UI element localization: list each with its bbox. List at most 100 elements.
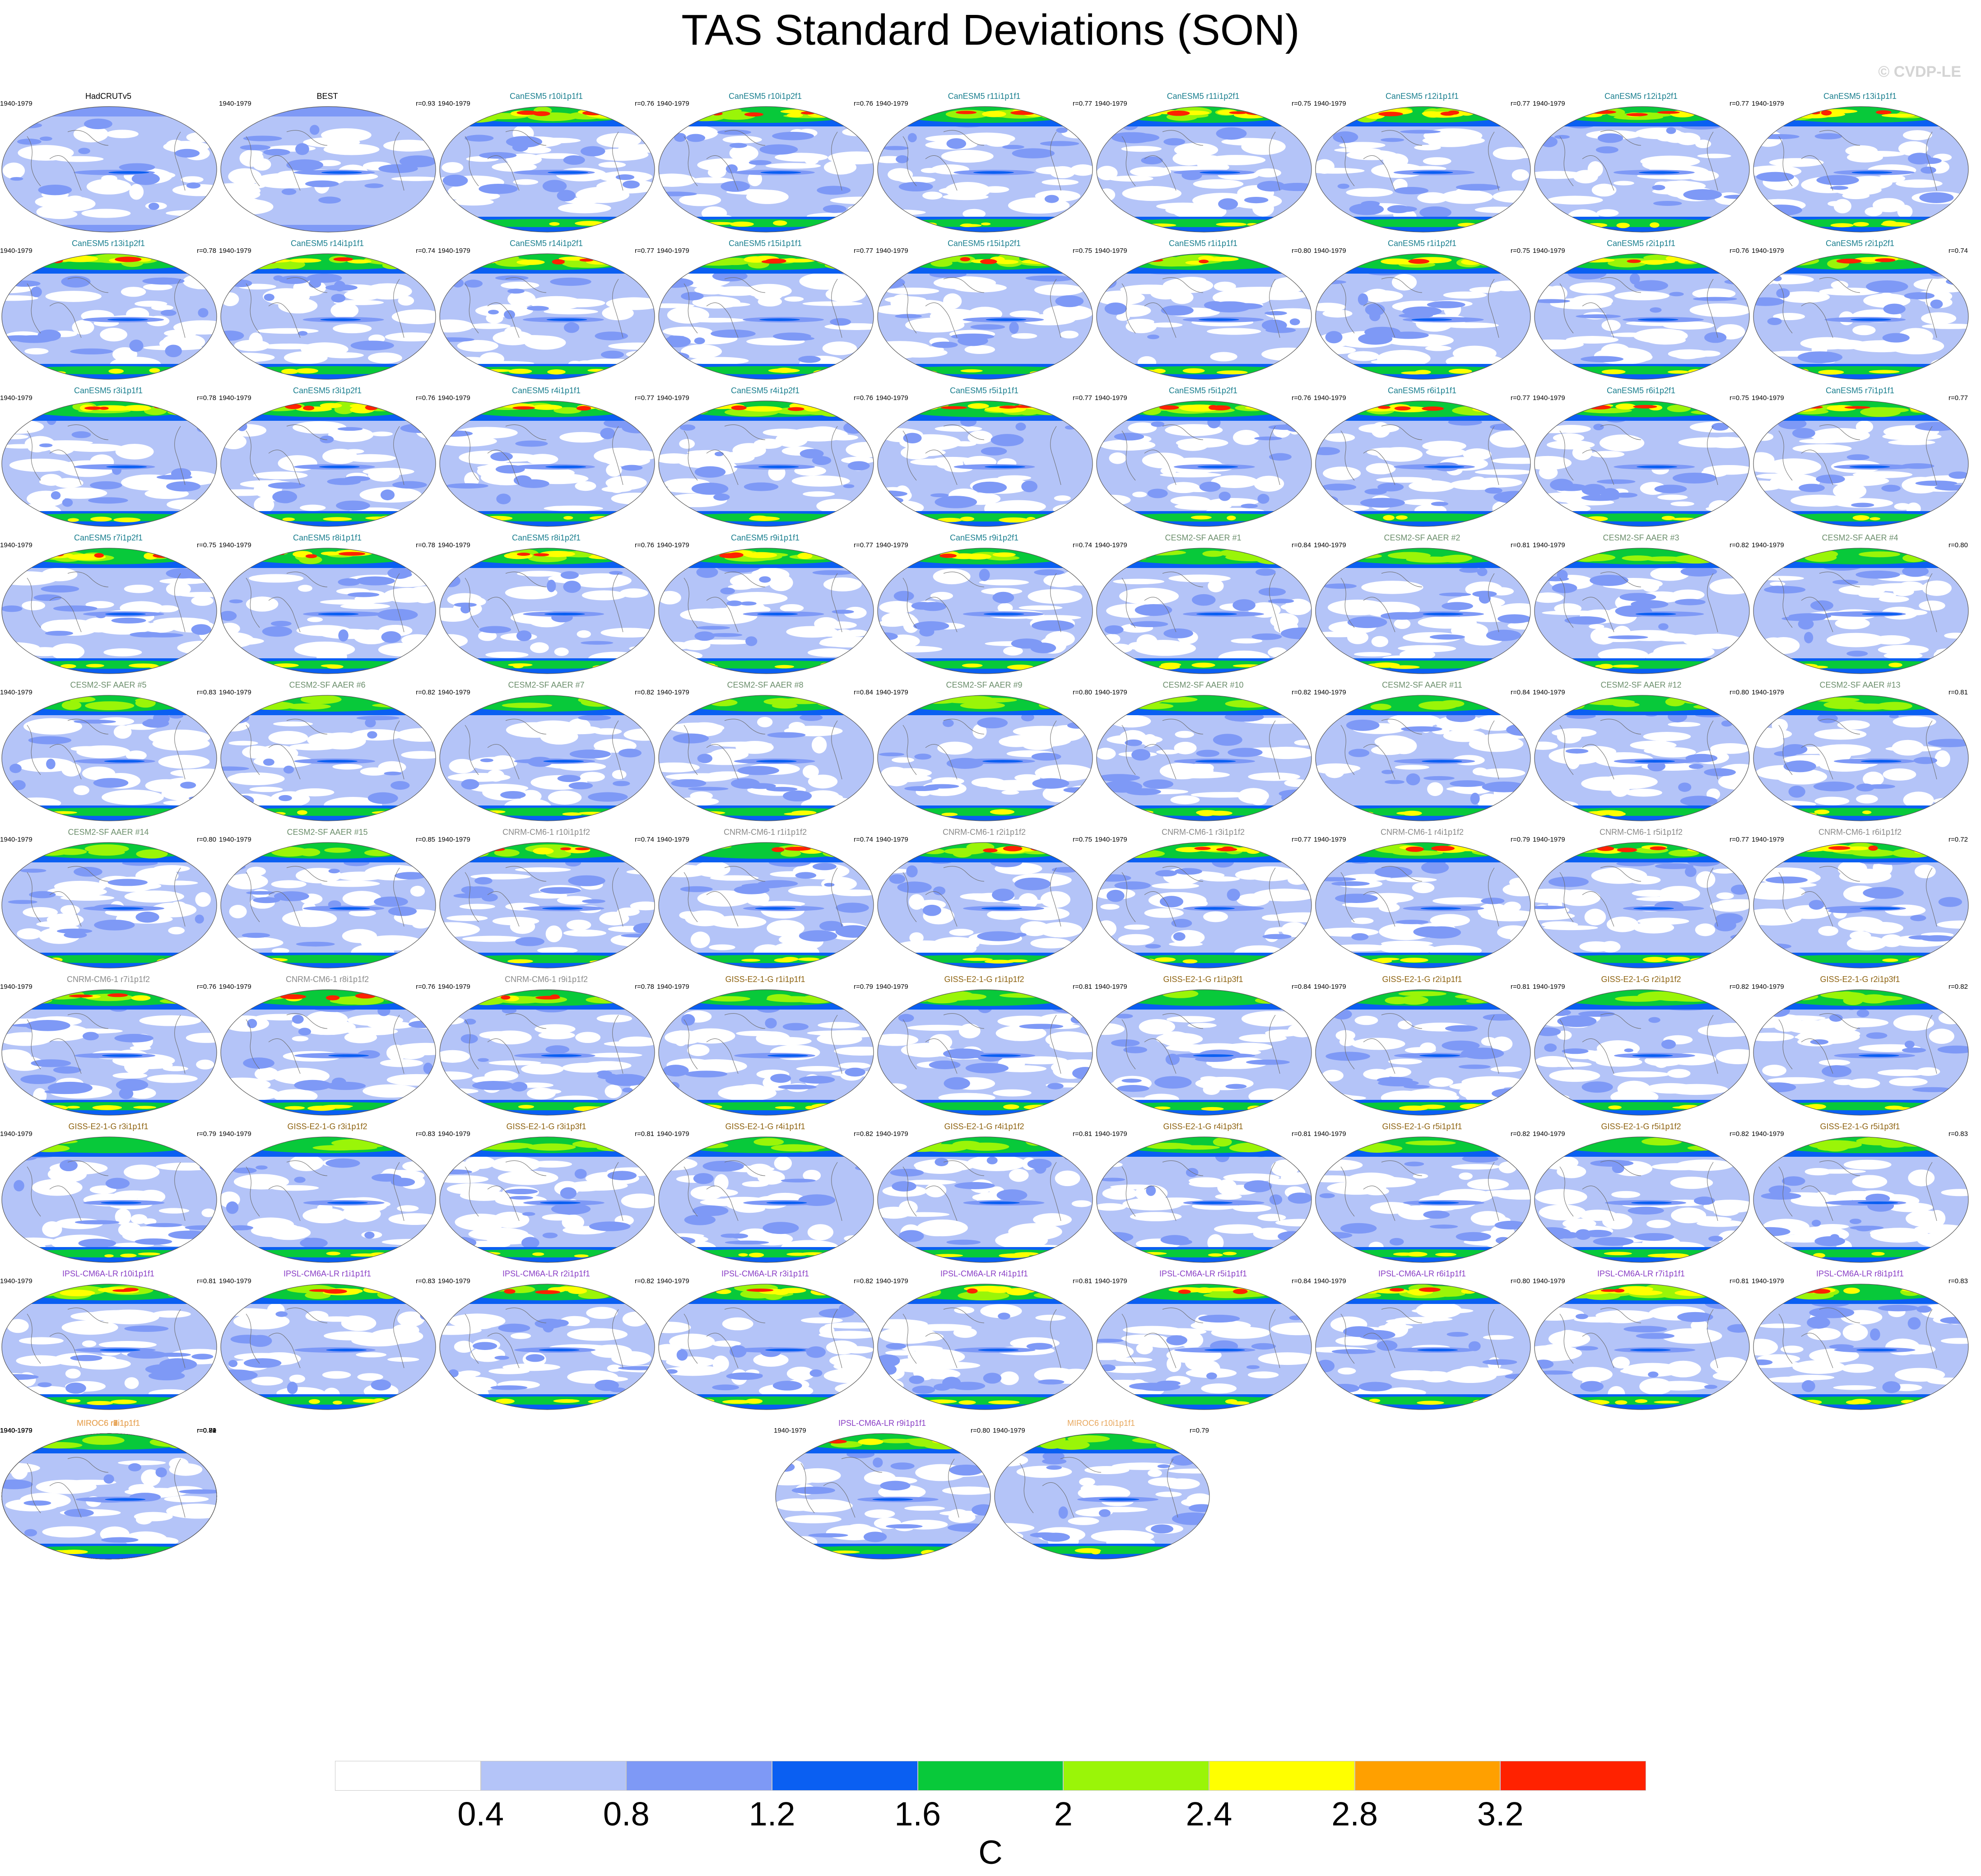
map-panel: 1940-1979 MIROC6 r10i1p1f1 r=0.79 [993, 1414, 1212, 1561]
coastlines [902, 572, 1061, 633]
coastlines [27, 424, 186, 485]
panel-period-label: 1940-1979 [0, 1427, 33, 1434]
globe-map [658, 842, 874, 968]
map-panel: 1940-1979 CanESM5 r10i1p2f1 r=0.76 [657, 87, 876, 234]
panel-period-label: 1940-1979 [0, 1427, 33, 1434]
panel-period-label: 1940-1979 [1095, 689, 1127, 696]
panel-title: MIROC6 r4i1p1f1 [76, 1419, 140, 1428]
globe-map [658, 989, 874, 1116]
panel-period-label: 1940-1979 [1533, 100, 1565, 107]
map-panel: 1940-1979 CanESM5 r1i1p2f1 r=0.75 [1314, 234, 1533, 381]
globe-map [1315, 106, 1531, 233]
panel-correlation: r=0.77 [1511, 394, 1530, 402]
panel-title: CanESM5 r6i1p1f1 [1387, 386, 1457, 395]
panel-correlation: r=0.82 [1730, 541, 1749, 549]
panel-correlation: r=0.82 [635, 689, 654, 696]
panel-title: CanESM5 r14i1p2f1 [509, 239, 583, 248]
panel-period-label: 1940-1979 [438, 394, 470, 402]
colorbar-tick-label: 2 [1054, 1795, 1073, 1833]
map-panel: 1940-1979 CNRM-CM6-1 r10i1p1f2 r=0.74 [438, 823, 657, 970]
panel-correlation: r=0.77 [1730, 100, 1749, 107]
panel-title: GISS-E2-1-G r3i1p3f1 [506, 1122, 586, 1131]
globe-map [439, 842, 655, 968]
globe-map [1534, 1284, 1750, 1410]
map-panel: 1940-1979 GISS-E2-1-G r3i1p1f1 r=0.79 [0, 1117, 219, 1264]
panel-period-label: 1940-1979 [657, 247, 689, 255]
coastlines [902, 130, 1061, 191]
coastlines [1559, 866, 1718, 927]
colorbar-swatch [772, 1761, 918, 1791]
map-panel: 1940-1979 CESM2-SF AAER #8 r=0.84 [657, 675, 876, 823]
panel-correlation: r=0.81 [1292, 1130, 1311, 1138]
panel-correlation: r=0.82 [854, 1130, 873, 1138]
globe-map [1534, 106, 1750, 233]
map-panel: 1940-1979 MIROC6 r9i1p1f1 r=0.79 [0, 1414, 219, 1561]
map-panel: 1940-1979 GISS-E2-1-G r3i1p1f2 r=0.83 [219, 1117, 438, 1264]
map-panel: 1940-1979 CanESM5 r6i1p2f1 r=0.75 [1533, 381, 1752, 528]
panel-title: MIROC6 r6i1p1f1 [76, 1419, 140, 1428]
panel-correlation: r=0.82 [635, 1277, 654, 1285]
panel-correlation: r=0.82 [854, 1277, 873, 1285]
map-panel: 1940-1979 IPSL-CM6A-LR r10i1p1f1 r=0.81 [0, 1264, 219, 1411]
panel-correlation: r=0.76 [854, 100, 873, 107]
coastlines [1778, 1013, 1937, 1074]
panel-period-label: 1940-1979 [1095, 247, 1127, 255]
panel-title: CanESM5 r3i1p2f1 [293, 386, 362, 395]
coastlines [246, 572, 405, 633]
coastlines [1778, 277, 1937, 338]
panel-period-label: 1940-1979 [0, 394, 33, 402]
coastlines [465, 572, 623, 633]
panel-correlation: r=0.81 [197, 1427, 216, 1434]
panel-period-label: 1940-1979 [1314, 1130, 1346, 1138]
panel-correlation: r=0.77 [854, 541, 873, 549]
panel-period-label: 1940-1979 [219, 1277, 251, 1285]
map-panel: 1940-1979 CNRM-CM6-1 r1i1p1f2 r=0.74 [657, 823, 876, 970]
map-panel: 1940-1979 GISS-E2-1-G r5i1p1f2 r=0.82 [1533, 1117, 1752, 1264]
panel-correlation: r=0.75 [1511, 247, 1530, 255]
panel-correlation: r=0.81 [1730, 1277, 1749, 1285]
panel-period-label: 1940-1979 [0, 1427, 33, 1434]
colorbar-tick-label: 3.2 [1477, 1795, 1524, 1833]
map-panel: 1940-1979 CanESM5 r8i1p1f1 r=0.78 [219, 528, 438, 675]
coastlines [1121, 1013, 1280, 1074]
panel-title: CanESM5 r10i1p2f1 [728, 92, 802, 101]
colorbar-tick-label: 1.6 [894, 1795, 941, 1833]
panel-correlation: r=0.81 [1511, 983, 1530, 991]
panel-correlation: r=0.81 [197, 1427, 216, 1434]
panel-period-label: 1940-1979 [1095, 100, 1127, 107]
map-panel: 1940-1979 CESM2-SF AAER #6 r=0.82 [219, 675, 438, 823]
coastlines [1778, 1308, 1937, 1369]
panel-correlation: r=0.74 [1073, 541, 1092, 549]
coastlines [1340, 719, 1499, 780]
globe-map [1096, 842, 1312, 968]
globe-map [1096, 548, 1312, 674]
globe-map [220, 548, 436, 674]
panel-title: CESM2-SF AAER #9 [946, 680, 1023, 689]
panel-correlation: r=0.77 [1292, 836, 1311, 843]
panel-correlation: r=0.79 [854, 983, 873, 991]
coastlines [902, 277, 1061, 338]
panel-period-label: 1940-1979 [0, 541, 33, 549]
map-panel: 1940-1979 CESM2-SF AAER #2 r=0.81 [1314, 528, 1533, 675]
panel-title: MIROC6 r9i1p1f1 [76, 1419, 140, 1428]
globe-map [220, 989, 436, 1116]
coastlines [1340, 277, 1499, 338]
panel-period-label: 1940-1979 [1752, 247, 1784, 255]
map-panel: 1940-1979 GISS-E2-1-G r2i1p3f1 r=0.82 [1752, 970, 1971, 1117]
globe-map [1534, 400, 1750, 527]
panel-title: CESM2-SF AAER #15 [287, 828, 368, 837]
globe-map [1, 1136, 217, 1263]
coastlines [465, 277, 623, 338]
coastlines [1778, 572, 1937, 633]
panel-title: CanESM5 r2i1p1f1 [1606, 239, 1676, 248]
globe-map [1315, 400, 1531, 527]
coastlines [1121, 1160, 1280, 1221]
panel-correlation: r=0.82 [1948, 983, 1968, 991]
panel-title: CanESM5 r2i1p2f1 [1825, 239, 1895, 248]
colorbar-swatch [480, 1761, 627, 1791]
panel-period-label: 1940-1979 [876, 541, 908, 549]
panel-title: CNRM-CM6-1 r8i1p1f2 [285, 975, 369, 984]
colorbar-swatch [1063, 1761, 1209, 1791]
panel-period-label: 1940-1979 [657, 983, 689, 991]
map-panel: 1940-1979 GISS-E2-1-G r1i1p1f2 r=0.81 [876, 970, 1095, 1117]
